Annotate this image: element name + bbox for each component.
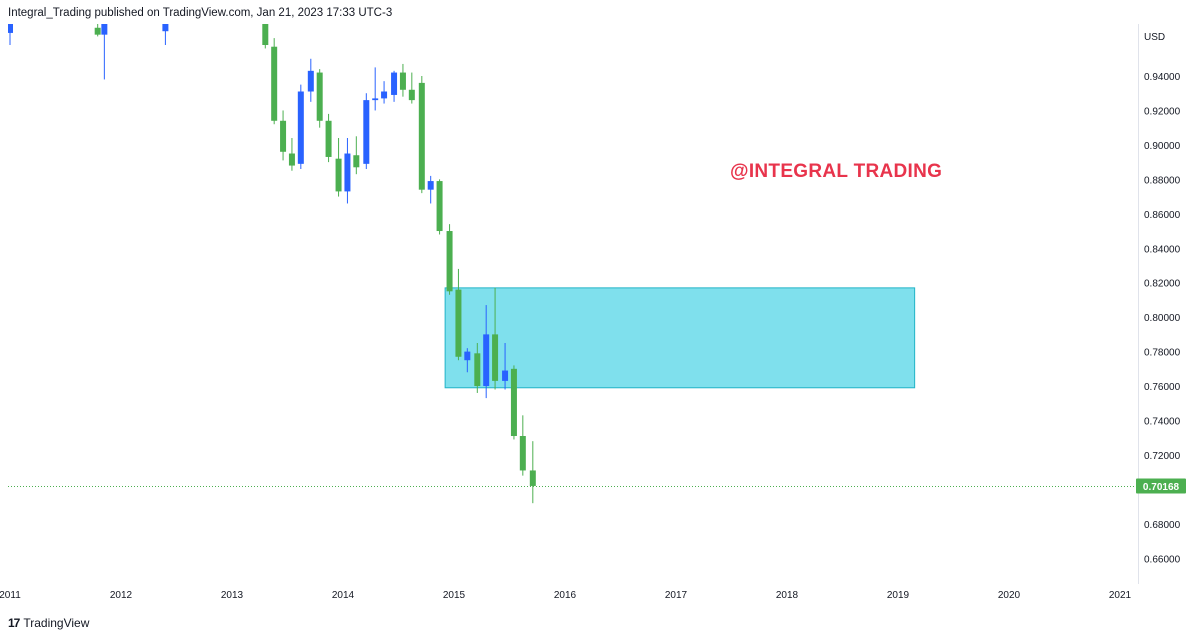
time-axis: 2011 2012 2013 2014 2015 2016 2017 2018 2019 2020… [0,590,1132,601]
chart-frame[interactable] [8,24,1139,584]
x-tick-label-1: 2012 [110,590,133,601]
tradingview-logo-icon: 17 [8,616,20,630]
watermark-text: @INTEGRAL TRADING [730,161,943,182]
y-tick-label-4: 0.86000 [1144,210,1181,221]
y-tick-label-13: 0.66000 [1144,554,1181,565]
y-tick-label-8: 0.78000 [1144,348,1181,359]
y-tick-label-7: 0.80000 [1144,313,1181,324]
x-tick-label-4: 2015 [443,590,466,601]
y-tick-label-1: 0.92000 [1144,106,1181,117]
price-axis: 0.94000 0.92000 0.90000 0.88000 0.86000 0.840… [1144,72,1181,565]
footer[interactable]: 17 TradingView [8,613,89,633]
last-price-label: 0.70168 [1143,482,1180,493]
y-tick-label-9: 0.76000 [1144,382,1181,393]
x-tick-label-5: 2016 [554,590,577,601]
x-tick-label-0: 2011 [0,590,21,601]
y-tick-label-0: 0.94000 [1144,72,1181,83]
x-tick-label-6: 2017 [665,590,688,601]
y-tick-label-3: 0.88000 [1144,175,1181,186]
y-tick-label-6: 0.82000 [1144,279,1181,290]
x-tick-label-9: 2020 [998,590,1021,601]
x-tick-label-8: 2019 [887,590,910,601]
y-tick-label-12: 0.68000 [1144,520,1181,531]
x-tick-label-3: 2014 [332,590,355,601]
y-tick-label-11: 0.72000 [1144,451,1181,462]
x-tick-label-10: 2021 [1109,590,1132,601]
publish-info: Integral_Trading published on TradingVie… [8,7,393,19]
y-tick-label-10: 0.74000 [1144,417,1181,428]
y-tick-label-5: 0.84000 [1144,244,1181,255]
x-tick-label-7: 2018 [776,590,799,601]
footer-brand: TradingView [23,616,90,630]
currency-label: USD [1144,32,1165,43]
last-price-badge [1136,478,1186,494]
x-tick-label-2: 2013 [221,590,244,601]
y-tick-label-2: 0.90000 [1144,141,1181,152]
